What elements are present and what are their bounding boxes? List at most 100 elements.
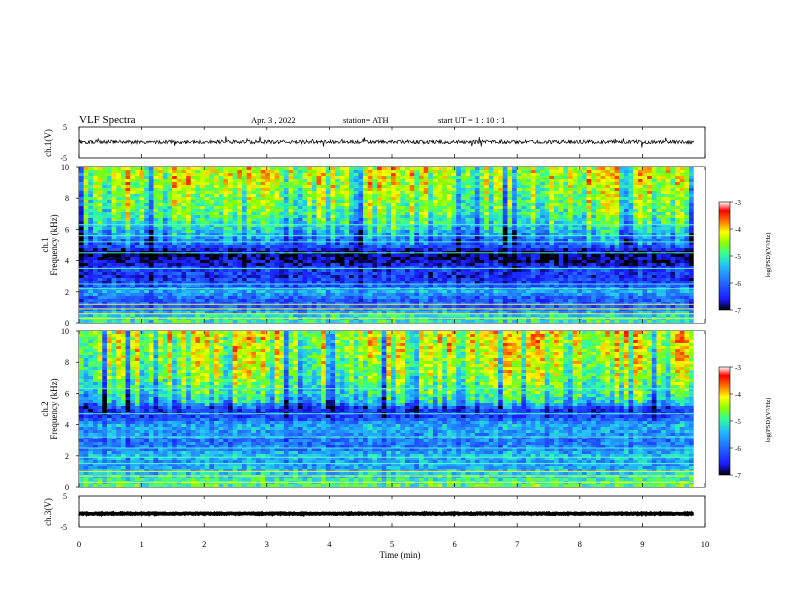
- ch1-spectrogram-cell: [167, 320, 173, 323]
- ch1-spectrogram-cell: [386, 239, 392, 243]
- ch1-spectrogram-cell: [176, 188, 183, 192]
- ch1-spectrogram-cell: [158, 320, 164, 323]
- ch1-spectrogram-cell: [279, 215, 285, 219]
- ch1-spectrogram-cell: [381, 308, 387, 312]
- ch1-spectrogram-cell: [321, 314, 327, 318]
- ch1-spectrogram-cell: [325, 314, 332, 318]
- ch1-spectrogram-cell: [381, 194, 387, 198]
- ch1-spectrogram-cell: [507, 200, 513, 204]
- ch1-spectrogram-cell: [484, 278, 490, 282]
- ch1-spectrogram-cell: [460, 320, 467, 323]
- ch1-spectrogram-cell: [223, 278, 229, 282]
- ch1-spectrogram-cell: [400, 218, 406, 222]
- ch1-spectrogram-cell: [297, 194, 304, 198]
- ch1-spectrogram-cell: [228, 269, 234, 273]
- ch1-spectrogram-cell: [409, 227, 415, 231]
- ch1-spectrogram-cell: [302, 215, 308, 219]
- ch1-spectrogram-cell: [288, 188, 294, 192]
- ch1-spectrogram-cell: [498, 236, 504, 240]
- ch1-spectrogram-cell: [167, 284, 173, 288]
- ch1-spectrogram-cell: [339, 296, 346, 300]
- ch1-spectrogram-cell: [106, 215, 113, 219]
- ch1-spectrogram-cell: [372, 170, 378, 174]
- ch1-spectrogram-cell: [228, 311, 234, 315]
- ch1-spectrogram-cell: [311, 245, 318, 249]
- ch1-spectrogram-cell: [493, 176, 499, 180]
- ch1-spectrogram-cell: [130, 185, 136, 189]
- ch1-spectrogram-cell: [386, 254, 392, 258]
- ch1-spectrogram-cell: [460, 272, 467, 276]
- ch1-spectrogram-cell: [83, 242, 89, 246]
- ch1-spectrogram-cell: [204, 284, 210, 288]
- ch1-spectrogram-cell: [516, 191, 523, 195]
- ch1-spectrogram-cell: [395, 278, 401, 282]
- ch1-spectrogram-cell: [507, 188, 513, 192]
- ch1-spectrogram-cell: [363, 275, 369, 279]
- ch1-spectrogram-cell: [442, 245, 448, 249]
- ch1-spectrogram-cell: [316, 170, 322, 174]
- ch1-spectrogram-cell: [446, 215, 453, 219]
- ch1-spectrogram-cell: [325, 209, 332, 213]
- ch1-spectrogram-cell: [102, 305, 108, 309]
- ch1-spectrogram-cell: [442, 173, 448, 177]
- ch1-spectrogram-cell: [209, 179, 215, 183]
- ch1-spectrogram-cell: [223, 281, 229, 285]
- ch1-spectrogram-cell: [134, 296, 141, 300]
- ch1-spectrogram-cell: [116, 254, 122, 258]
- ch1-spectrogram-cell: [148, 278, 155, 282]
- ch1-spectrogram-cell: [200, 170, 206, 174]
- ch1-spectrogram-cell: [446, 209, 453, 213]
- ch1-spectrogram-cell: [181, 296, 187, 300]
- ch1-spectrogram-cell: [344, 245, 350, 249]
- ch1-spectrogram-cell: [111, 167, 117, 171]
- ch1-spectrogram-cell: [223, 179, 229, 183]
- ch1-spectrogram-cell: [479, 212, 485, 216]
- ch1-spectrogram-cell: [488, 194, 495, 198]
- ch1-spectrogram-cell: [316, 200, 322, 204]
- ch1-spectrogram-cell: [181, 209, 187, 213]
- ch1-spectrogram-cell: [479, 236, 485, 240]
- ch1-spectrogram-cell: [353, 182, 360, 186]
- ch1-spectrogram-cell: [134, 182, 141, 186]
- ch1-spectrogram-cell: [232, 203, 238, 207]
- ch1-spectrogram-cell: [214, 182, 220, 186]
- ch1-spectrogram-cell: [488, 224, 495, 228]
- ch1-spectrogram-cell: [456, 215, 462, 219]
- ch1-spectrogram-cell: [465, 212, 471, 216]
- ch1-spectrogram-cell: [172, 311, 178, 315]
- ch1-spectrogram-cell: [456, 263, 462, 267]
- ch1-spectrogram-cell: [153, 257, 159, 261]
- ch1-spectrogram-cell: [353, 269, 360, 273]
- ch1-spectrogram-cell: [79, 239, 85, 243]
- ch1-spectrogram-cell: [335, 236, 341, 240]
- ch1-spectrogram-cell: [451, 257, 457, 261]
- ch1-spectrogram-cell: [391, 182, 397, 186]
- ch1-spectrogram-cell: [442, 257, 448, 261]
- ch1-spectrogram-cell: [395, 191, 401, 195]
- ch1-spectrogram-cell: [134, 233, 141, 237]
- ch1-spectrogram-cell: [325, 269, 332, 273]
- ch1-spectrogram-cell: [488, 236, 495, 240]
- ch1-spectrogram-cell: [423, 269, 429, 273]
- ch1-spectrogram-cell: [265, 320, 271, 323]
- ch1-spectrogram-cell: [353, 272, 360, 276]
- ch1-spectrogram-cell: [377, 230, 383, 234]
- ch1-spectrogram-cell: [395, 284, 401, 288]
- ch1-spectrogram-cell: [102, 272, 108, 276]
- ch1-spectrogram-cell: [498, 209, 504, 213]
- ch1-spectrogram-cell: [274, 296, 280, 300]
- ch1-spectrogram-cell: [242, 257, 248, 261]
- ch1-spectrogram-cell: [460, 314, 467, 318]
- ch1-spectrogram-cell: [269, 200, 276, 204]
- ch1-spectrogram-cell: [172, 242, 178, 246]
- ch1-spectrogram-cell: [237, 305, 243, 309]
- ch1-spectrogram-cell: [446, 233, 453, 237]
- ch1-spectrogram-cell: [386, 281, 392, 285]
- ch1-spectrogram-cell: [246, 266, 252, 270]
- ch1-spectrogram-cell: [176, 272, 183, 276]
- ch1-spectrogram-cell: [218, 185, 224, 189]
- ch1-spectrogram-cell: [200, 233, 206, 237]
- ch1-spectrogram-cell: [242, 227, 248, 231]
- ch1-spectrogram-cell: [330, 179, 336, 183]
- ch1-spectrogram-cell: [307, 167, 313, 171]
